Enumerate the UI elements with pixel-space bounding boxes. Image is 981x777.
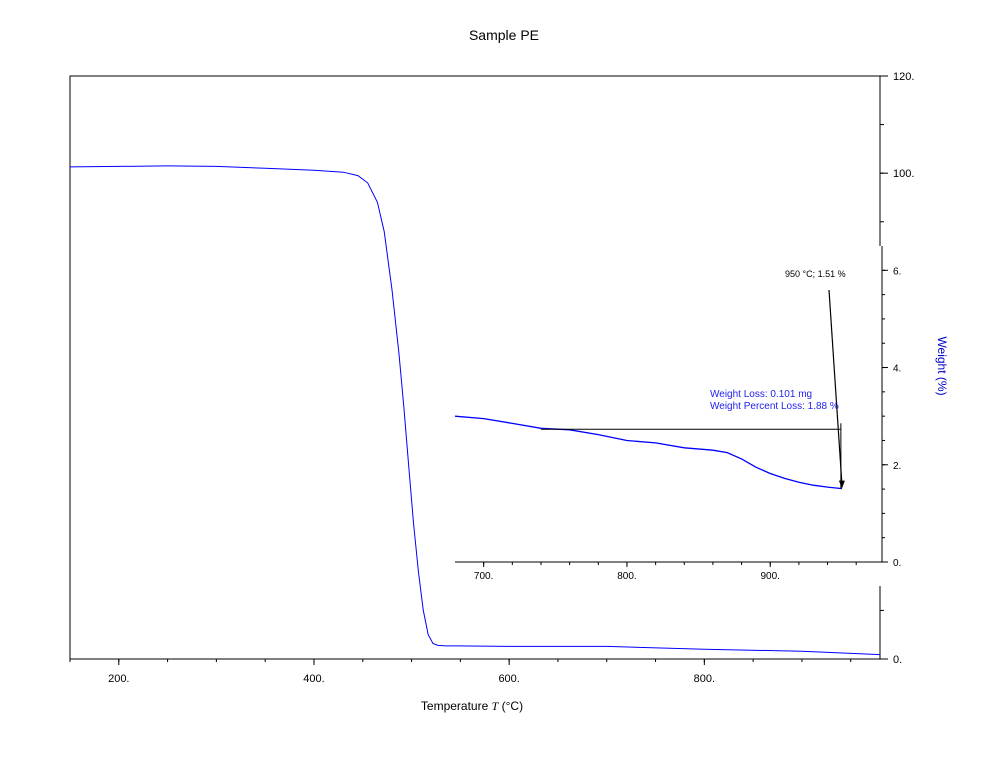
x-tick-label: 200. (108, 673, 129, 685)
y-axis-label: Weight (%) (935, 336, 949, 395)
chart-title: Sample PE (469, 27, 539, 43)
x-tick-label: 800. (694, 673, 715, 685)
inset-weight-curve (454, 415, 842, 490)
main-y-ticks: 0. 100. 120. (880, 71, 914, 666)
inset-x-tick-label: 900. (761, 571, 780, 582)
x-tick-label: 600. (498, 673, 519, 685)
weight-percent-loss-annotation: Weight Percent Loss: 1.88 % (710, 401, 839, 412)
inset-y-tick-label: 6. (893, 266, 901, 277)
x-axis-label: Temperature T (°C) (421, 699, 523, 713)
inset-x-tick-label: 700. (474, 571, 493, 582)
y-tick-label: 100. (893, 168, 914, 180)
y-tick-label: 0. (893, 654, 902, 666)
inset-x-ticks: 700. 800. 900. (474, 562, 857, 582)
weight-loss-annotation: Weight Loss: 0.101 mg (710, 389, 812, 400)
point-arrowhead (838, 480, 845, 489)
inset-plot: 700. 800. 900. 0. 2. 4. 6. Weight Loss: 0.101… (454, 246, 901, 586)
inset-y-ticks: 0. 2. 4. 6. (882, 266, 901, 569)
inset-background (455, 246, 883, 586)
x-tick-label: 400. (303, 673, 324, 685)
main-x-ticks: 200. 400. 600. 800. (69, 659, 852, 685)
inset-y-tick-label: 2. (893, 461, 901, 472)
point-annotation: 950 °C; 1.51 % (785, 269, 846, 279)
point-leader-line (828, 289, 843, 484)
inset-y-tick-label: 0. (893, 558, 901, 569)
y-tick-label: 120. (893, 71, 914, 83)
inset-x-tick-label: 800. (617, 571, 636, 582)
inset-y-tick-label: 4. (893, 364, 901, 375)
main-weight-curve (69, 165, 881, 656)
